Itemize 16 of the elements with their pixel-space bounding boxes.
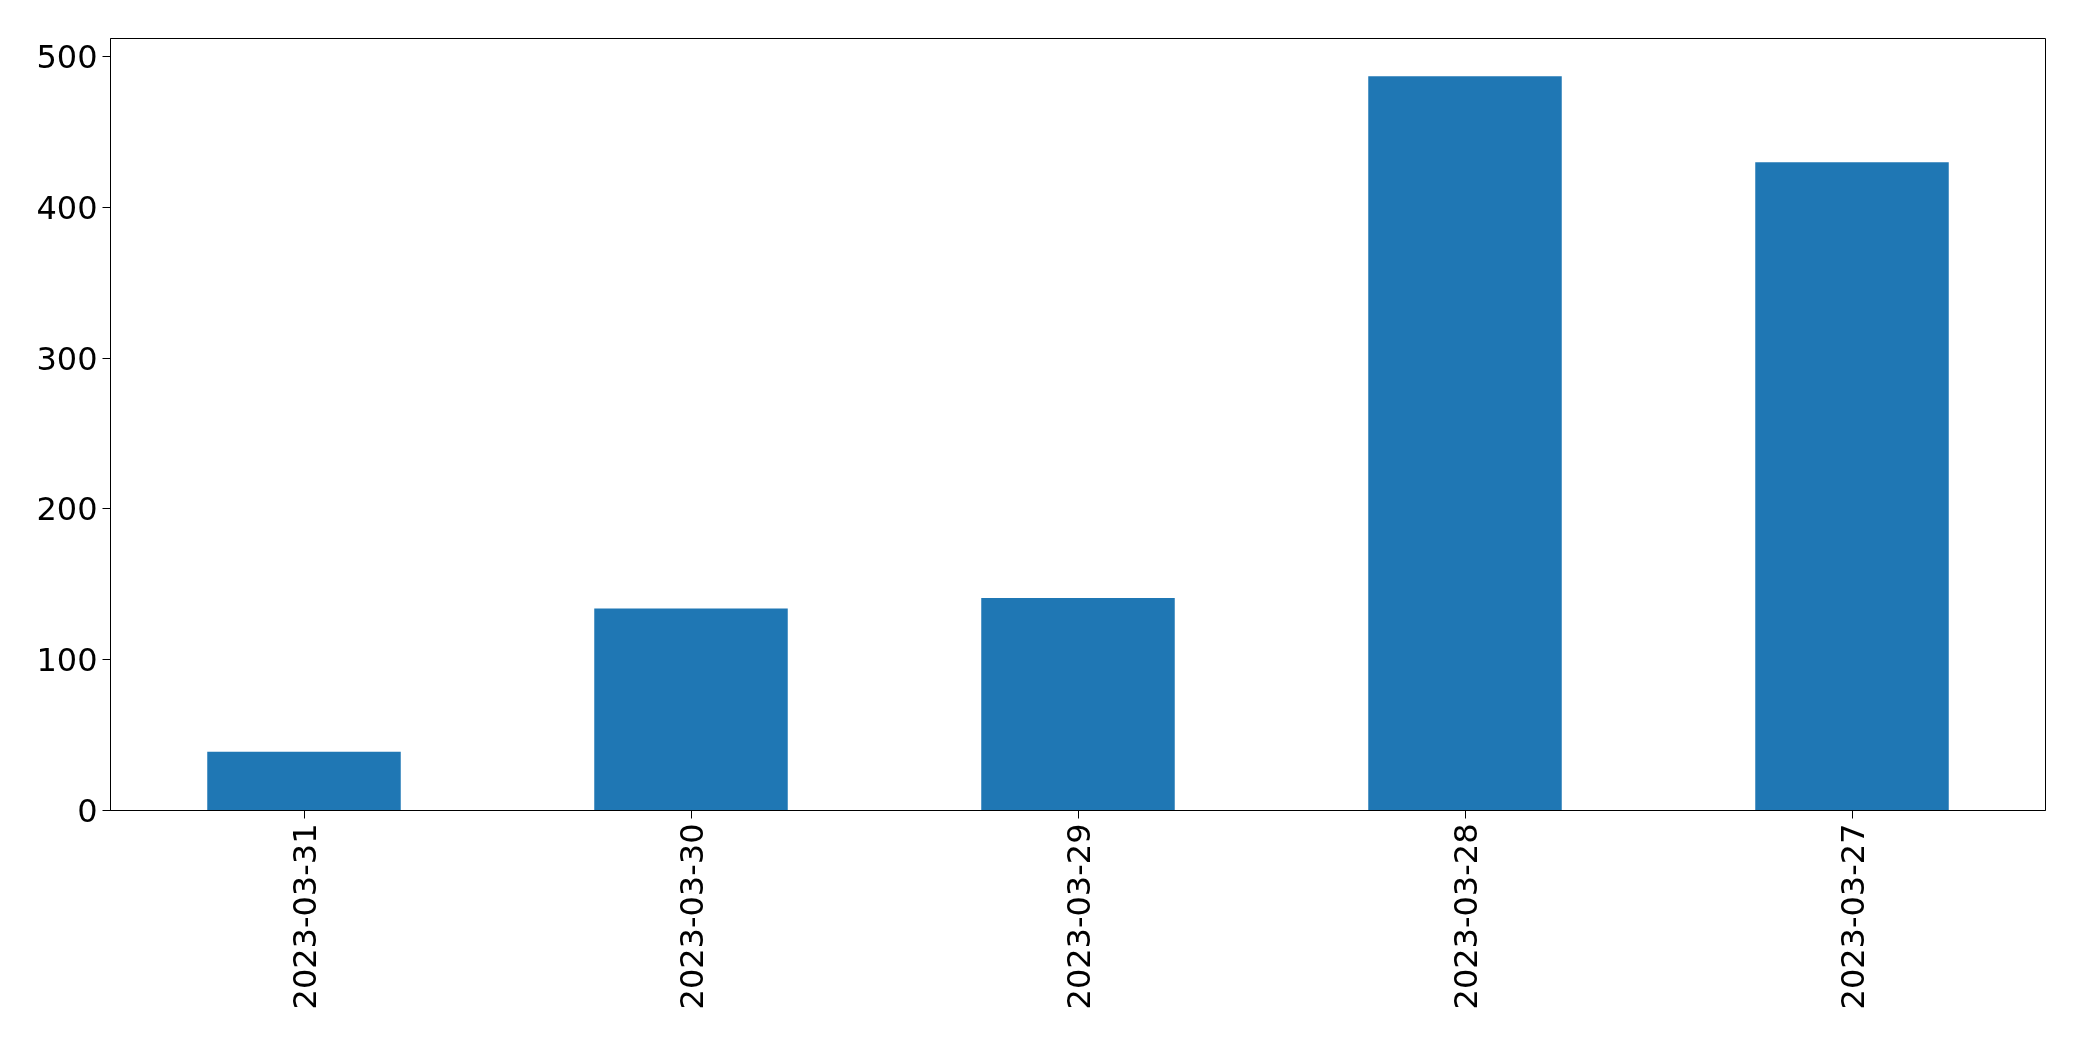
bar [981, 597, 1175, 811]
y-tick-label: 200 [36, 490, 98, 529]
bar [1368, 76, 1562, 811]
y-tick-label: 100 [36, 641, 98, 680]
bar [594, 608, 788, 811]
y-tick-label: 500 [36, 38, 98, 77]
y-tick-label: 0 [77, 792, 98, 830]
bar [1755, 162, 1949, 811]
x-tick-label: 2023-03-31 [285, 823, 324, 1010]
x-tick-label: 2023-03-30 [672, 823, 711, 1010]
y-tick-label: 400 [36, 188, 98, 227]
x-tick-label: 2023-03-29 [1059, 823, 1098, 1010]
x-tick-label: 2023-03-27 [1833, 823, 1872, 1010]
y-tick-label: 300 [36, 339, 98, 378]
x-tick-label: 2023-03-28 [1446, 823, 1485, 1010]
bar [207, 751, 401, 811]
